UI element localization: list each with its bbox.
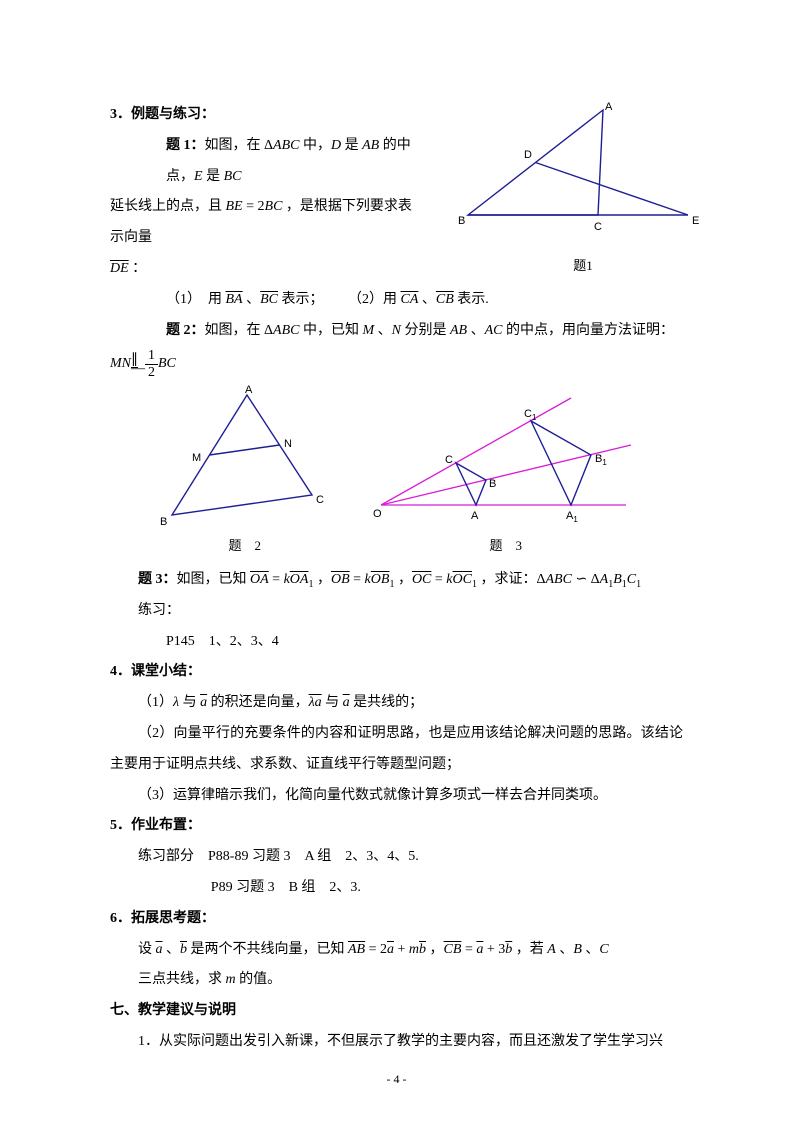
svg-text:C1: C1 bbox=[524, 408, 537, 422]
s4-p1: （1）λ 与 a 的积还是向量，λa 与 a 是共线的； bbox=[110, 688, 683, 719]
s4-p2: （2）向量平行的充要条件的内容和证明思路，也是应用该结论解决问题的思路。该结论主… bbox=[110, 719, 683, 781]
svg-text:A: A bbox=[245, 385, 253, 396]
svg-text:B: B bbox=[458, 215, 465, 227]
figures-2-3: A B C M N 题 2 bbox=[110, 385, 683, 561]
svg-text:O: O bbox=[373, 508, 382, 520]
s4-p3: （3）运算律暗示我们，化简向量代数式就像计算多项式一样去合并同类项。 bbox=[110, 781, 683, 812]
svg-text:N: N bbox=[284, 438, 292, 450]
q2-line: 题 2：如图，在 ΔABC 中，已知 M 、N 分别是 AB 、AC 的中点，用… bbox=[110, 316, 683, 347]
svg-text:C: C bbox=[445, 454, 453, 466]
svg-text:A: A bbox=[471, 510, 479, 522]
svg-text:A: A bbox=[605, 101, 613, 113]
s6-l1: 设 a 、b 是两个不共线向量，已知 AB = 2a + mb ，CB = a … bbox=[110, 935, 683, 966]
q1-label: 题 1： bbox=[166, 138, 205, 153]
figure-3: O A B C A1 B1 C1 bbox=[371, 385, 641, 530]
q3-label: 题 3： bbox=[138, 572, 177, 587]
figure-2: A B C M N bbox=[152, 385, 337, 530]
s6-l2: 三点共线，求 m 的值。 bbox=[110, 965, 683, 996]
page-number: - 4 - bbox=[0, 1066, 793, 1092]
practice-text: P145 1、2、3、4 bbox=[110, 627, 683, 658]
s5-l2: P89 习题 3 B 组 2、3. bbox=[110, 873, 683, 904]
svg-text:M: M bbox=[192, 452, 201, 464]
svg-text:C: C bbox=[316, 494, 324, 506]
s7-p1: 1．从实际问题出发引入新课，不但展示了教学的主要内容，而且还激发了学生学习兴 bbox=[110, 1027, 683, 1058]
figure-2-caption: 题 2 bbox=[152, 532, 337, 561]
figure-1: A B C D E 题1 bbox=[458, 100, 708, 281]
q3-line: 题 3：如图，已知 OA = kOA1 ，OB = kOB1 ，OC = kOC… bbox=[110, 565, 683, 596]
q2-label: 题 2： bbox=[166, 323, 205, 338]
svg-text:B: B bbox=[489, 478, 496, 490]
practice-label: 练习： bbox=[110, 596, 683, 627]
figure-1-caption: 题1 bbox=[458, 252, 708, 281]
section-5-heading: 5．作业布置： bbox=[110, 811, 683, 842]
section-7-heading: 七、教学建议与说明 bbox=[110, 996, 683, 1027]
svg-text:B: B bbox=[160, 516, 167, 528]
figure-3-caption: 题 3 bbox=[371, 532, 641, 561]
svg-text:D: D bbox=[524, 149, 532, 161]
q2-formula: MN∥—12BC bbox=[110, 346, 683, 381]
svg-text:A1: A1 bbox=[566, 510, 578, 524]
section-6-heading: 6．拓展思考题： bbox=[110, 904, 683, 935]
svg-text:B1: B1 bbox=[595, 453, 607, 467]
s5-l1: 练习部分 P88-89 习题 3 A 组 2、3、4、5. bbox=[110, 842, 683, 873]
svg-text:E: E bbox=[692, 215, 699, 227]
svg-text:C: C bbox=[594, 221, 602, 233]
section-4-heading: 4．课堂小结： bbox=[110, 657, 683, 688]
q1-parts: （1） 用 BA 、BC 表示； （2）用 CA 、CB 表示. bbox=[110, 285, 683, 316]
